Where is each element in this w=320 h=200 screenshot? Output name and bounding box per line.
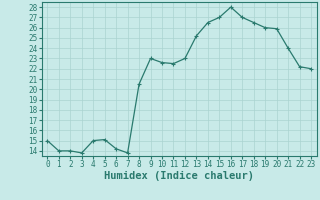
X-axis label: Humidex (Indice chaleur): Humidex (Indice chaleur): [104, 171, 254, 181]
